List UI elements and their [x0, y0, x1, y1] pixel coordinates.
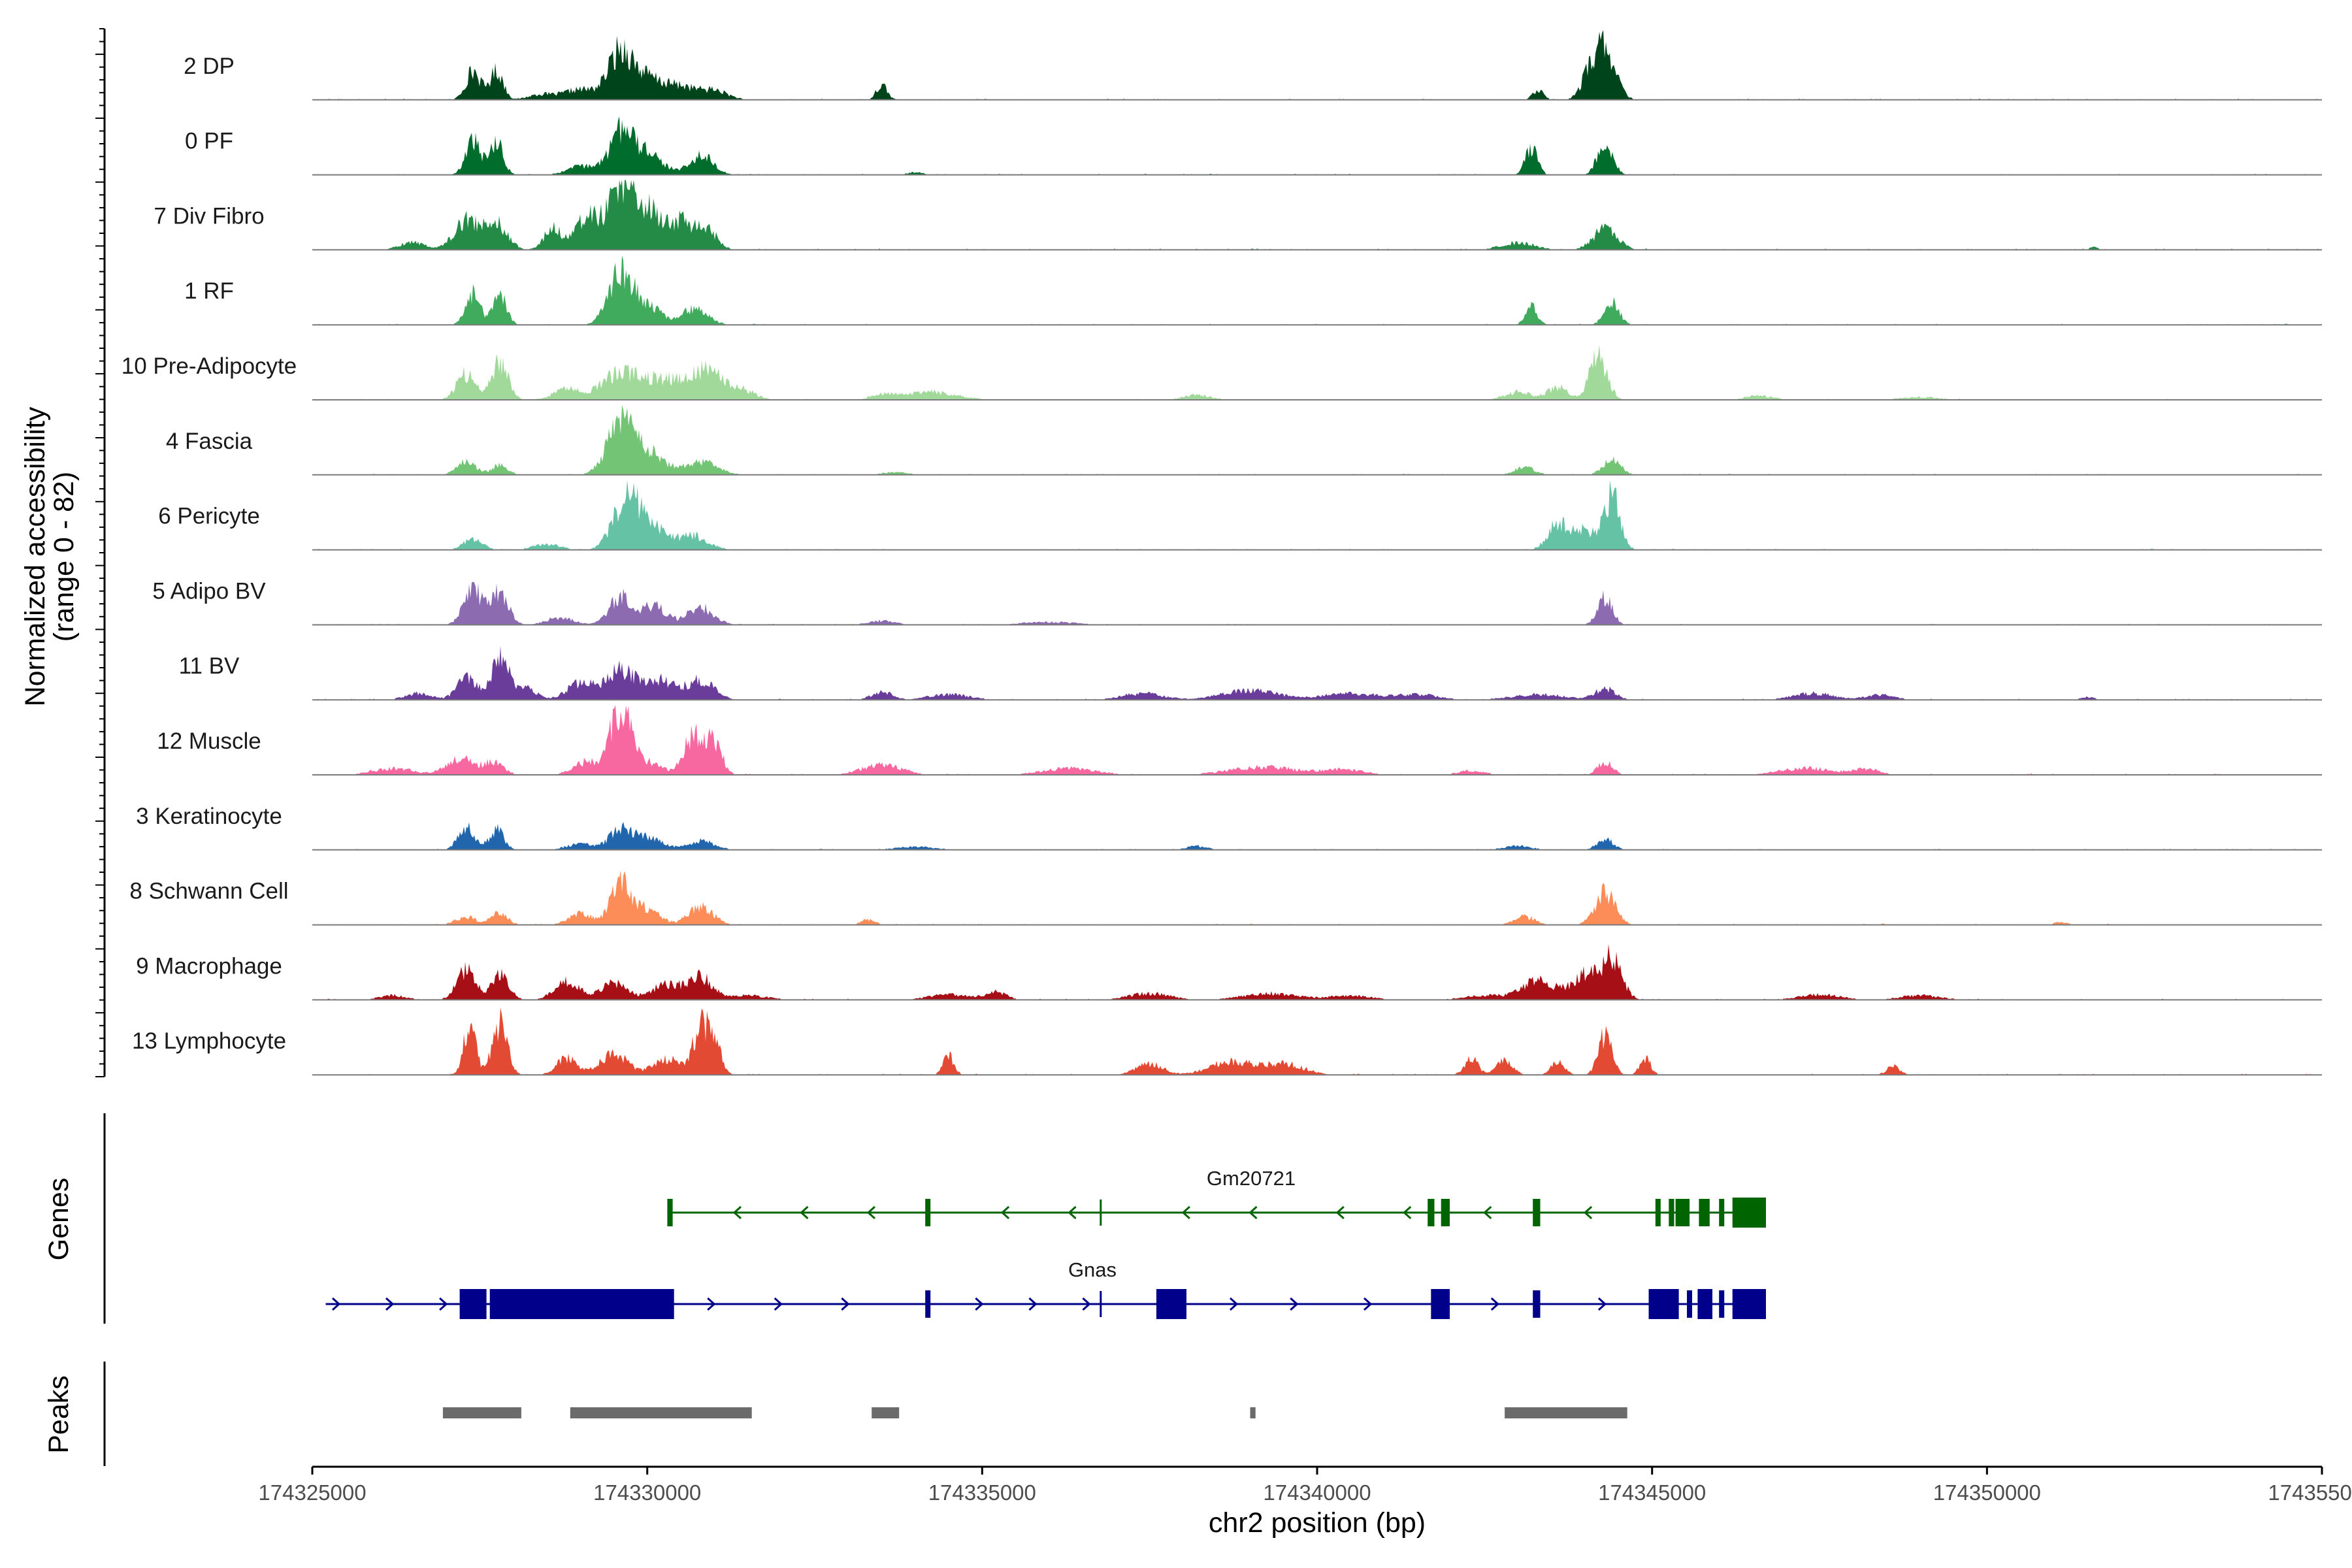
gene-strand-arrow — [1028, 1297, 1037, 1311]
gene-exon — [667, 1199, 673, 1226]
gene-strand-arrow — [1229, 1297, 1239, 1311]
coverage-track-area — [312, 30, 2322, 100]
gene-exon — [1732, 1198, 1766, 1228]
gene-strand-arrow — [1000, 1205, 1010, 1220]
gene-strand-arrow — [439, 1297, 448, 1311]
gene-strand-arrow — [707, 1297, 716, 1311]
x-axis-tick-label: 174350000 — [1933, 1480, 2041, 1505]
coverage-ylabel-line1: Normalized accessibility — [20, 406, 51, 706]
x-axis-tick-label: 174355000 — [2268, 1480, 2352, 1505]
coverage-track-label: 6 Pericyte — [158, 504, 260, 529]
gene-strand-arrow — [1335, 1205, 1345, 1220]
coverage-track-area — [312, 480, 2322, 550]
gene-strand-arrow — [1290, 1297, 1299, 1311]
coverage-track-label: 3 Keratinocyte — [136, 804, 282, 829]
gene-exon — [1732, 1289, 1766, 1319]
coverage-track-label: 8 Schwann Cell — [129, 879, 288, 904]
gene-strand-arrow — [800, 1205, 809, 1220]
gene-strand-arrow — [1082, 1297, 1091, 1311]
peak-region — [442, 1407, 521, 1418]
gene-strand-arrow — [1483, 1205, 1492, 1220]
gene-exon — [1675, 1199, 1690, 1226]
gene-exon — [1719, 1199, 1725, 1226]
coverage-track-label: 4 Fascia — [166, 429, 253, 454]
coverage-track-label: 7 Div Fibro — [154, 203, 264, 229]
coverage-track-area — [312, 645, 2322, 700]
gene-strand-arrow — [1583, 1205, 1593, 1220]
coverage-track-label: 2 DP — [184, 54, 235, 79]
peaks-panel — [103, 1362, 1627, 1466]
coverage-track-area — [312, 344, 2322, 400]
peak-region — [1505, 1407, 1627, 1418]
x-axis-title: chr2 position (bp) — [1209, 1507, 1426, 1539]
gene-exon — [1719, 1290, 1725, 1318]
coverage-track-label: 11 BV — [179, 653, 240, 679]
gene-exon — [489, 1289, 674, 1319]
coverage-track-area — [312, 405, 2322, 475]
x-axis-tick-label: 174345000 — [1598, 1480, 1706, 1505]
gene-exon — [1431, 1289, 1450, 1319]
gene-strand-arrow — [1597, 1297, 1607, 1311]
coverage-track-area — [312, 255, 2322, 325]
gene-strand-arrow — [1181, 1205, 1190, 1220]
x-axis-tick-label: 174335000 — [928, 1480, 1036, 1505]
coverage-track-label: 1 RF — [184, 278, 234, 304]
genes-panel: Gm20721 Gnas — [103, 1113, 1766, 1324]
gene-strand-arrow — [385, 1297, 395, 1311]
gene-strand-arrow — [841, 1297, 850, 1311]
gene-strand-arrow — [975, 1297, 984, 1311]
peak-region — [570, 1407, 752, 1418]
x-axis-tick-label: 174340000 — [1263, 1480, 1371, 1505]
coverage-track-area — [312, 944, 2322, 1000]
gene-exon — [1156, 1289, 1186, 1319]
gene-exon — [1648, 1289, 1679, 1319]
gene-exon — [1428, 1199, 1435, 1226]
coverage-track-area — [312, 581, 2322, 625]
coverage-track-label: 5 Adipo BV — [152, 578, 266, 604]
peak-region — [872, 1407, 900, 1418]
coverage-track-area — [312, 180, 2322, 250]
gene-exon — [1441, 1199, 1450, 1226]
gene-exon — [459, 1289, 487, 1319]
gene-exon — [1699, 1199, 1710, 1226]
gene-strand-arrow — [866, 1205, 876, 1220]
gene-exon — [1687, 1290, 1692, 1318]
x-axis-tick-label: 174330000 — [593, 1480, 701, 1505]
gene-strand-arrow — [732, 1205, 742, 1220]
gene-name-label: Gnas — [1068, 1258, 1117, 1281]
gene-strand-arrow — [1403, 1205, 1412, 1220]
coverage-ylabel-line2: (range 0 - 82) — [48, 472, 80, 642]
gene-exon — [1669, 1199, 1674, 1226]
peaks-ylabel: Peaks — [43, 1375, 74, 1454]
x-axis: 174325000 174330000 174335000 174340000 1743… — [258, 1465, 2352, 1505]
coverage-track-label: 0 PF — [185, 129, 233, 154]
coverage-track-label: 12 Muscle — [157, 728, 261, 754]
coverage-track-area — [312, 116, 2322, 175]
gene-exon — [925, 1290, 931, 1318]
peak-region — [1250, 1407, 1256, 1418]
gene-exon — [925, 1199, 931, 1226]
gene-strand-arrow — [774, 1297, 783, 1311]
gene-strand-arrow — [331, 1297, 341, 1311]
gene-exon — [1533, 1199, 1541, 1226]
coverage-track-area — [312, 870, 2322, 925]
coverage-track-area — [312, 705, 2322, 775]
coverage-track-area — [312, 1007, 2322, 1075]
gene-strand-arrow — [1249, 1205, 1258, 1220]
gene-strand-arrow — [1068, 1205, 1077, 1220]
coverage-track-label: 10 Pre-Adipocyte — [122, 353, 297, 379]
gene-strand-arrow — [1490, 1297, 1500, 1311]
gene-exon — [1655, 1199, 1661, 1226]
coverage-track-label: 13 Lymphocyte — [132, 1028, 286, 1054]
gene-exon — [1697, 1289, 1712, 1319]
genes-ylabel: Genes — [43, 1178, 74, 1261]
coverage-track-area — [312, 821, 2322, 850]
gene-strand-arrow — [1363, 1297, 1373, 1311]
coverage-track-label: 9 Macrophage — [136, 953, 282, 979]
gene-name-label: Gm20721 — [1207, 1167, 1296, 1190]
coverage-panel: 2 DP 0 PF 7 Div Fibro 1 RF 10 Pre-Adipocyte 4… — [95, 28, 2322, 1077]
x-axis-tick-label: 174325000 — [258, 1480, 366, 1505]
gene-exon — [1533, 1290, 1541, 1318]
